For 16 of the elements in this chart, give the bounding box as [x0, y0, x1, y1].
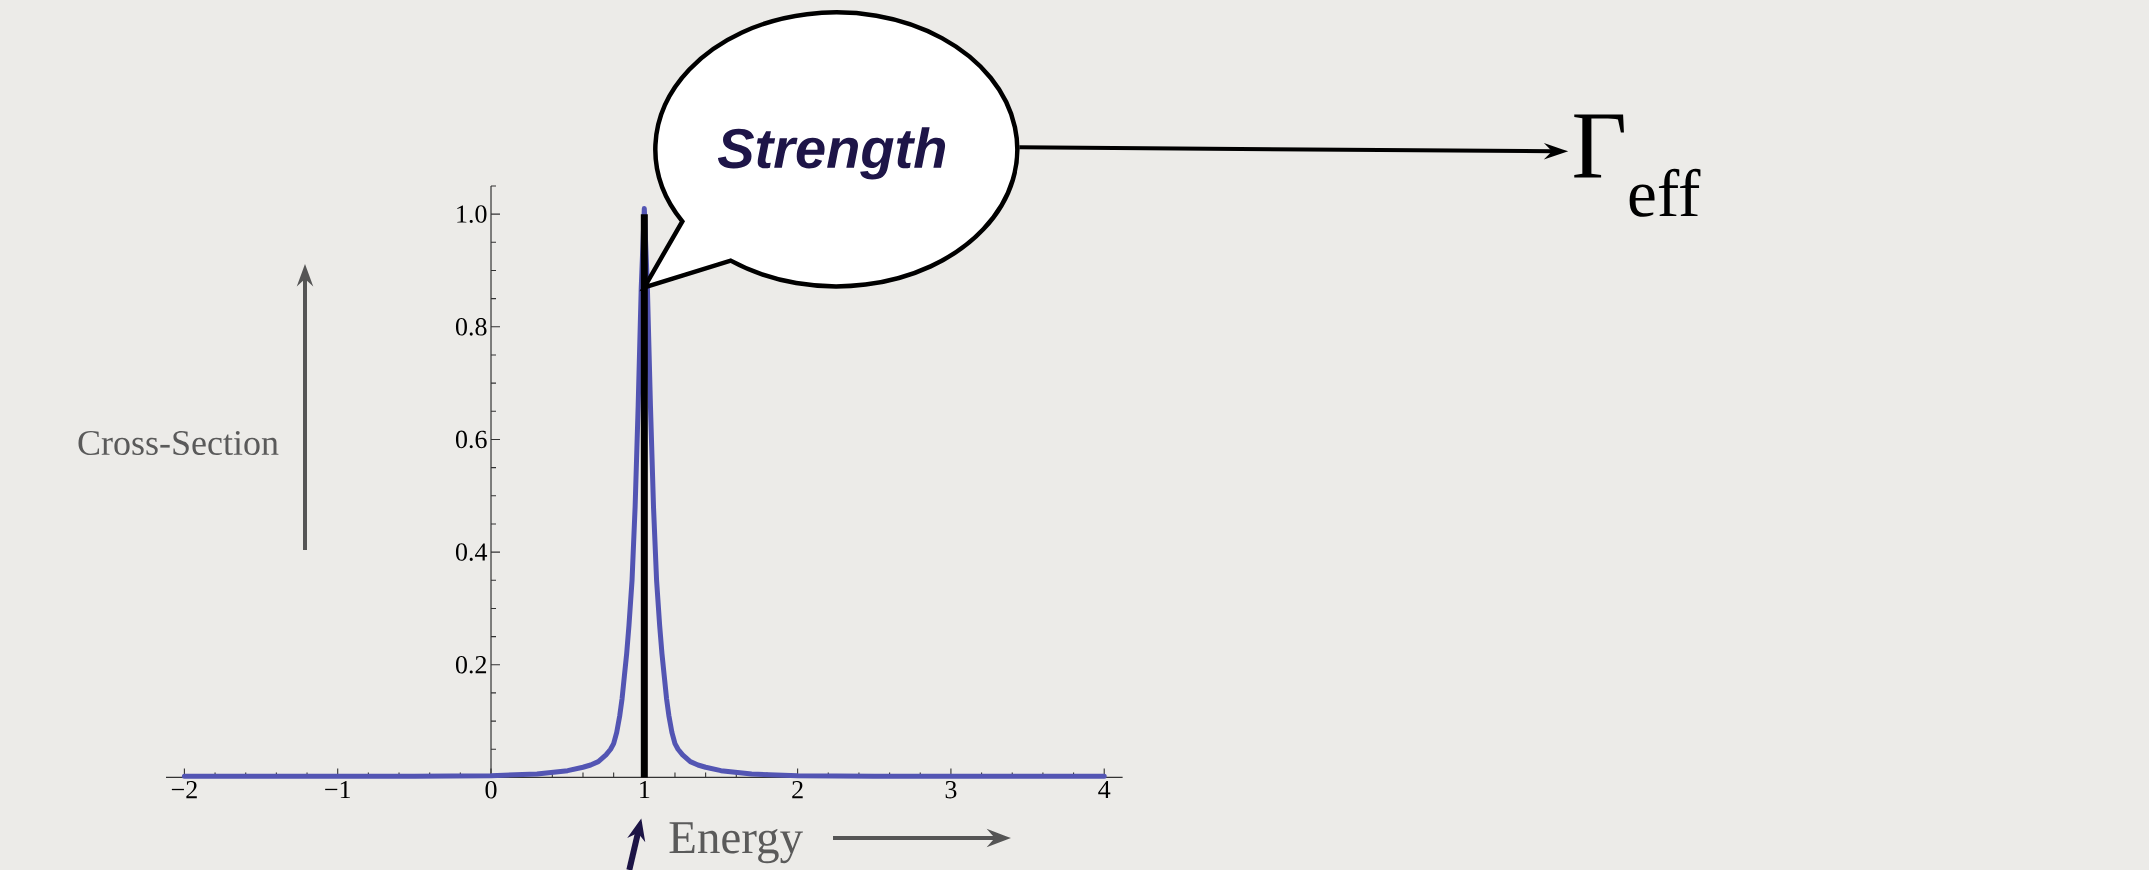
x-tick-label: 3 — [945, 780, 957, 799]
y-tick-label: 0.4 — [455, 543, 488, 561]
x-tick-label: 1 — [640, 780, 650, 799]
x-tick-label: 0 — [485, 780, 497, 799]
y-tick-label: 0.8 — [455, 317, 487, 336]
annotation: Strength — [717, 127, 946, 180]
y-tick-label: 1.0 — [457, 205, 487, 223]
y-tick-label: 0.2 — [455, 655, 487, 674]
x-tick-label: −1 — [325, 780, 350, 799]
text: Γ$_{eff}$ — [1574, 114, 1701, 217]
x-tick-label: 2 — [792, 780, 803, 799]
y-axis-title: Cross-Section — [78, 430, 279, 456]
y-tick-label: 0.6 — [455, 430, 487, 449]
x-axis-title: Energy — [669, 822, 803, 864]
x-tick-label: 4 — [1098, 780, 1111, 799]
x-tick-label: −2 — [171, 780, 197, 799]
